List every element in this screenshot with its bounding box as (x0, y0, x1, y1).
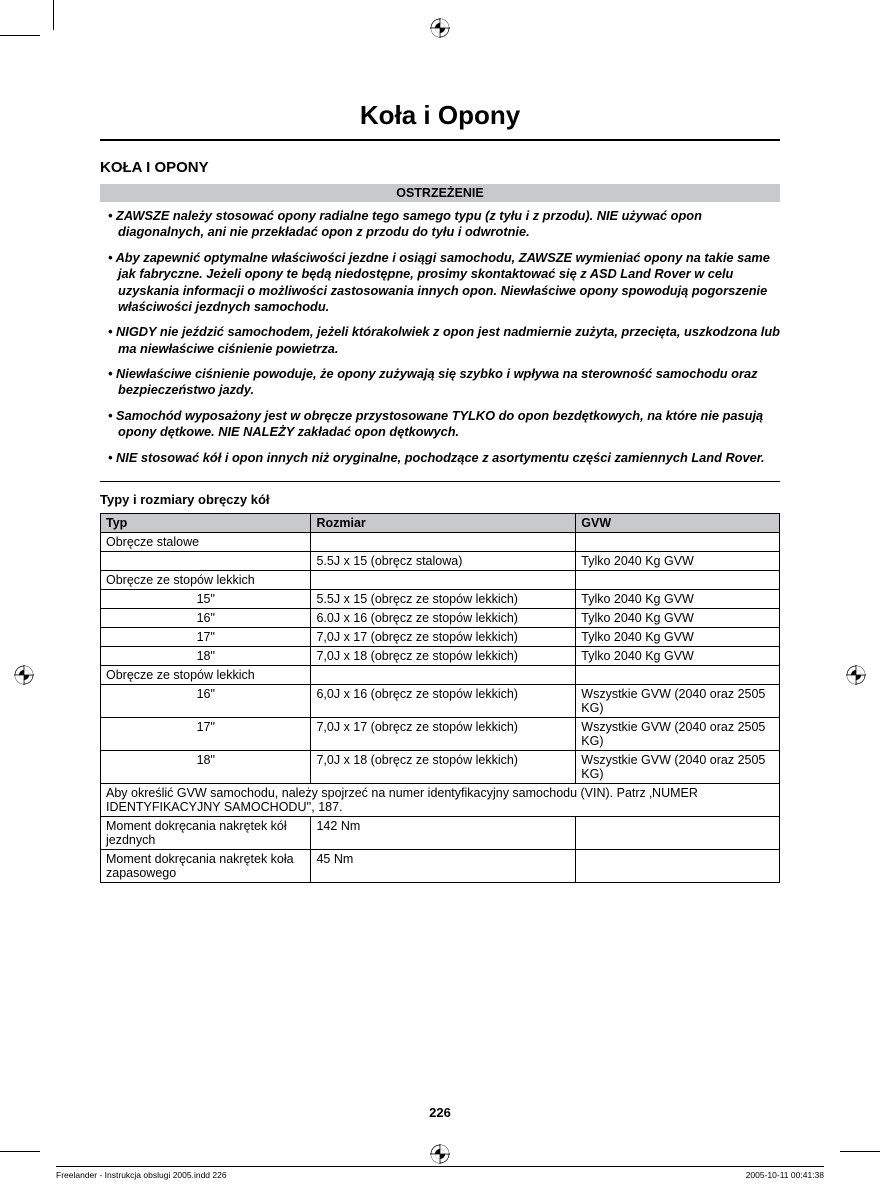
warning-item: Aby zapewnić optymalne właściwości jezdn… (118, 250, 780, 316)
table-cell: Wszystkie GVW (2040 oraz 2505 KG) (576, 684, 780, 717)
table-cell: 45 Nm (311, 849, 576, 882)
table-cell: Tylko 2040 Kg GVW (576, 589, 780, 608)
table-cell: Aby określić GVW samochodu, należy spojr… (101, 783, 780, 816)
table-row: 17"7,0J x 17 (obręcz ze stopów lekkich)W… (101, 717, 780, 750)
table-cell: Tylko 2040 Kg GVW (576, 608, 780, 627)
table-row: 5.5J x 15 (obręcz stalowa)Tylko 2040 Kg … (101, 551, 780, 570)
table-cell: 17" (101, 717, 311, 750)
table-cell: Obręcze stalowe (101, 532, 311, 551)
table-cell: Obręcze ze stopów lekkich (101, 665, 311, 684)
table-cell (311, 570, 576, 589)
table-cell (101, 551, 311, 570)
page-title: Koła i Opony (100, 100, 780, 131)
table-cell: Tylko 2040 Kg GVW (576, 551, 780, 570)
table-header-row: Typ Rozmiar GVW (101, 513, 780, 532)
crop-mark (53, 0, 54, 30)
footer-left: Freelander - Instrukcja obslugi 2005.ind… (56, 1170, 227, 1180)
table-row: 16"6.0J x 16 (obręcz ze stopów lekkich)T… (101, 608, 780, 627)
footer-right: 2005-10-11 00:41:38 (746, 1170, 824, 1180)
section-heading: KOŁA I OPONY (100, 159, 780, 176)
warning-bottom-rule (100, 481, 780, 482)
table-row: 15"5.5J x 15 (obręcz ze stopów lekkich)T… (101, 589, 780, 608)
warning-item: NIGDY nie jeździć samochodem, jeżeli któ… (118, 324, 780, 357)
table-cell: 16" (101, 608, 311, 627)
table-header: Typ (101, 513, 311, 532)
table-cell (576, 849, 780, 882)
table-cell: 18" (101, 750, 311, 783)
warning-item: ZAWSZE należy stosować opony radialne te… (118, 208, 780, 241)
table-header: Rozmiar (311, 513, 576, 532)
table-cell: Wszystkie GVW (2040 oraz 2505 KG) (576, 750, 780, 783)
table-cell: Tylko 2040 Kg GVW (576, 646, 780, 665)
page-content: Koła i Opony KOŁA I OPONY OSTRZEŻENIE ZA… (100, 60, 780, 1120)
table-row: Aby określić GVW samochodu, należy spojr… (101, 783, 780, 816)
table-cell: 5.5J x 15 (obręcz ze stopów lekkich) (311, 589, 576, 608)
wheel-table: Typ Rozmiar GVW Obręcze stalowe5.5J x 15… (100, 513, 780, 883)
print-footer: Freelander - Instrukcja obslugi 2005.ind… (56, 1166, 824, 1180)
table-cell: 7,0J x 17 (obręcz ze stopów lekkich) (311, 717, 576, 750)
table-cell: Tylko 2040 Kg GVW (576, 627, 780, 646)
table-cell (576, 665, 780, 684)
table-cell: 17" (101, 627, 311, 646)
table-row: 18"7,0J x 18 (obręcz ze stopów lekkich)T… (101, 646, 780, 665)
table-row: Obręcze ze stopów lekkich (101, 665, 780, 684)
table-cell: 6.0J x 16 (obręcz ze stopów lekkich) (311, 608, 576, 627)
table-row: 16"6,0J x 16 (obręcz ze stopów lekkich)W… (101, 684, 780, 717)
table-cell (576, 570, 780, 589)
table-cell: Moment dokręcania nakrętek koła zapasowe… (101, 849, 311, 882)
registration-mark-icon (430, 1144, 450, 1164)
table-cell: 15" (101, 589, 311, 608)
table-cell: 7,0J x 17 (obręcz ze stopów lekkich) (311, 627, 576, 646)
warning-item: NIE stosować kół i opon innych niż orygi… (118, 450, 780, 466)
table-cell: 7,0J x 18 (obręcz ze stopów lekkich) (311, 646, 576, 665)
title-rule (100, 139, 780, 141)
registration-mark-icon (14, 665, 34, 685)
table-row: Obręcze stalowe (101, 532, 780, 551)
table-cell: Wszystkie GVW (2040 oraz 2505 KG) (576, 717, 780, 750)
page-number: 226 (100, 1105, 780, 1120)
table-cell: 142 Nm (311, 816, 576, 849)
table-cell: 6,0J x 16 (obręcz ze stopów lekkich) (311, 684, 576, 717)
table-row: 18"7,0J x 18 (obręcz ze stopów lekkich)W… (101, 750, 780, 783)
table-row: Obręcze ze stopów lekkich (101, 570, 780, 589)
table-cell (576, 532, 780, 551)
table-cell: Obręcze ze stopów lekkich (101, 570, 311, 589)
registration-mark-icon (430, 18, 450, 38)
crop-mark (840, 1151, 880, 1152)
table-row: Moment dokręcania nakrętek kół jezdnych1… (101, 816, 780, 849)
table-cell: Moment dokręcania nakrętek kół jezdnych (101, 816, 311, 849)
table-title: Typy i rozmiary obręczy kół (100, 492, 780, 507)
table-cell: 16" (101, 684, 311, 717)
warning-list: ZAWSZE należy stosować opony radialne te… (100, 202, 780, 479)
table-cell (311, 532, 576, 551)
crop-mark (0, 1151, 40, 1152)
table-row: 17"7,0J x 17 (obręcz ze stopów lekkich)T… (101, 627, 780, 646)
table-row: Moment dokręcania nakrętek koła zapasowe… (101, 849, 780, 882)
warning-bar: OSTRZEŻENIE (100, 184, 780, 202)
table-cell: 5.5J x 15 (obręcz stalowa) (311, 551, 576, 570)
table-cell: 18" (101, 646, 311, 665)
table-cell (576, 816, 780, 849)
registration-mark-icon (846, 665, 866, 685)
warning-item: Samochód wyposażony jest w obręcze przys… (118, 408, 780, 441)
table-cell: 7,0J x 18 (obręcz ze stopów lekkich) (311, 750, 576, 783)
crop-mark (0, 35, 40, 36)
table-cell (311, 665, 576, 684)
warning-item: Niewłaściwe ciśnienie powoduje, że opony… (118, 366, 780, 399)
table-header: GVW (576, 513, 780, 532)
